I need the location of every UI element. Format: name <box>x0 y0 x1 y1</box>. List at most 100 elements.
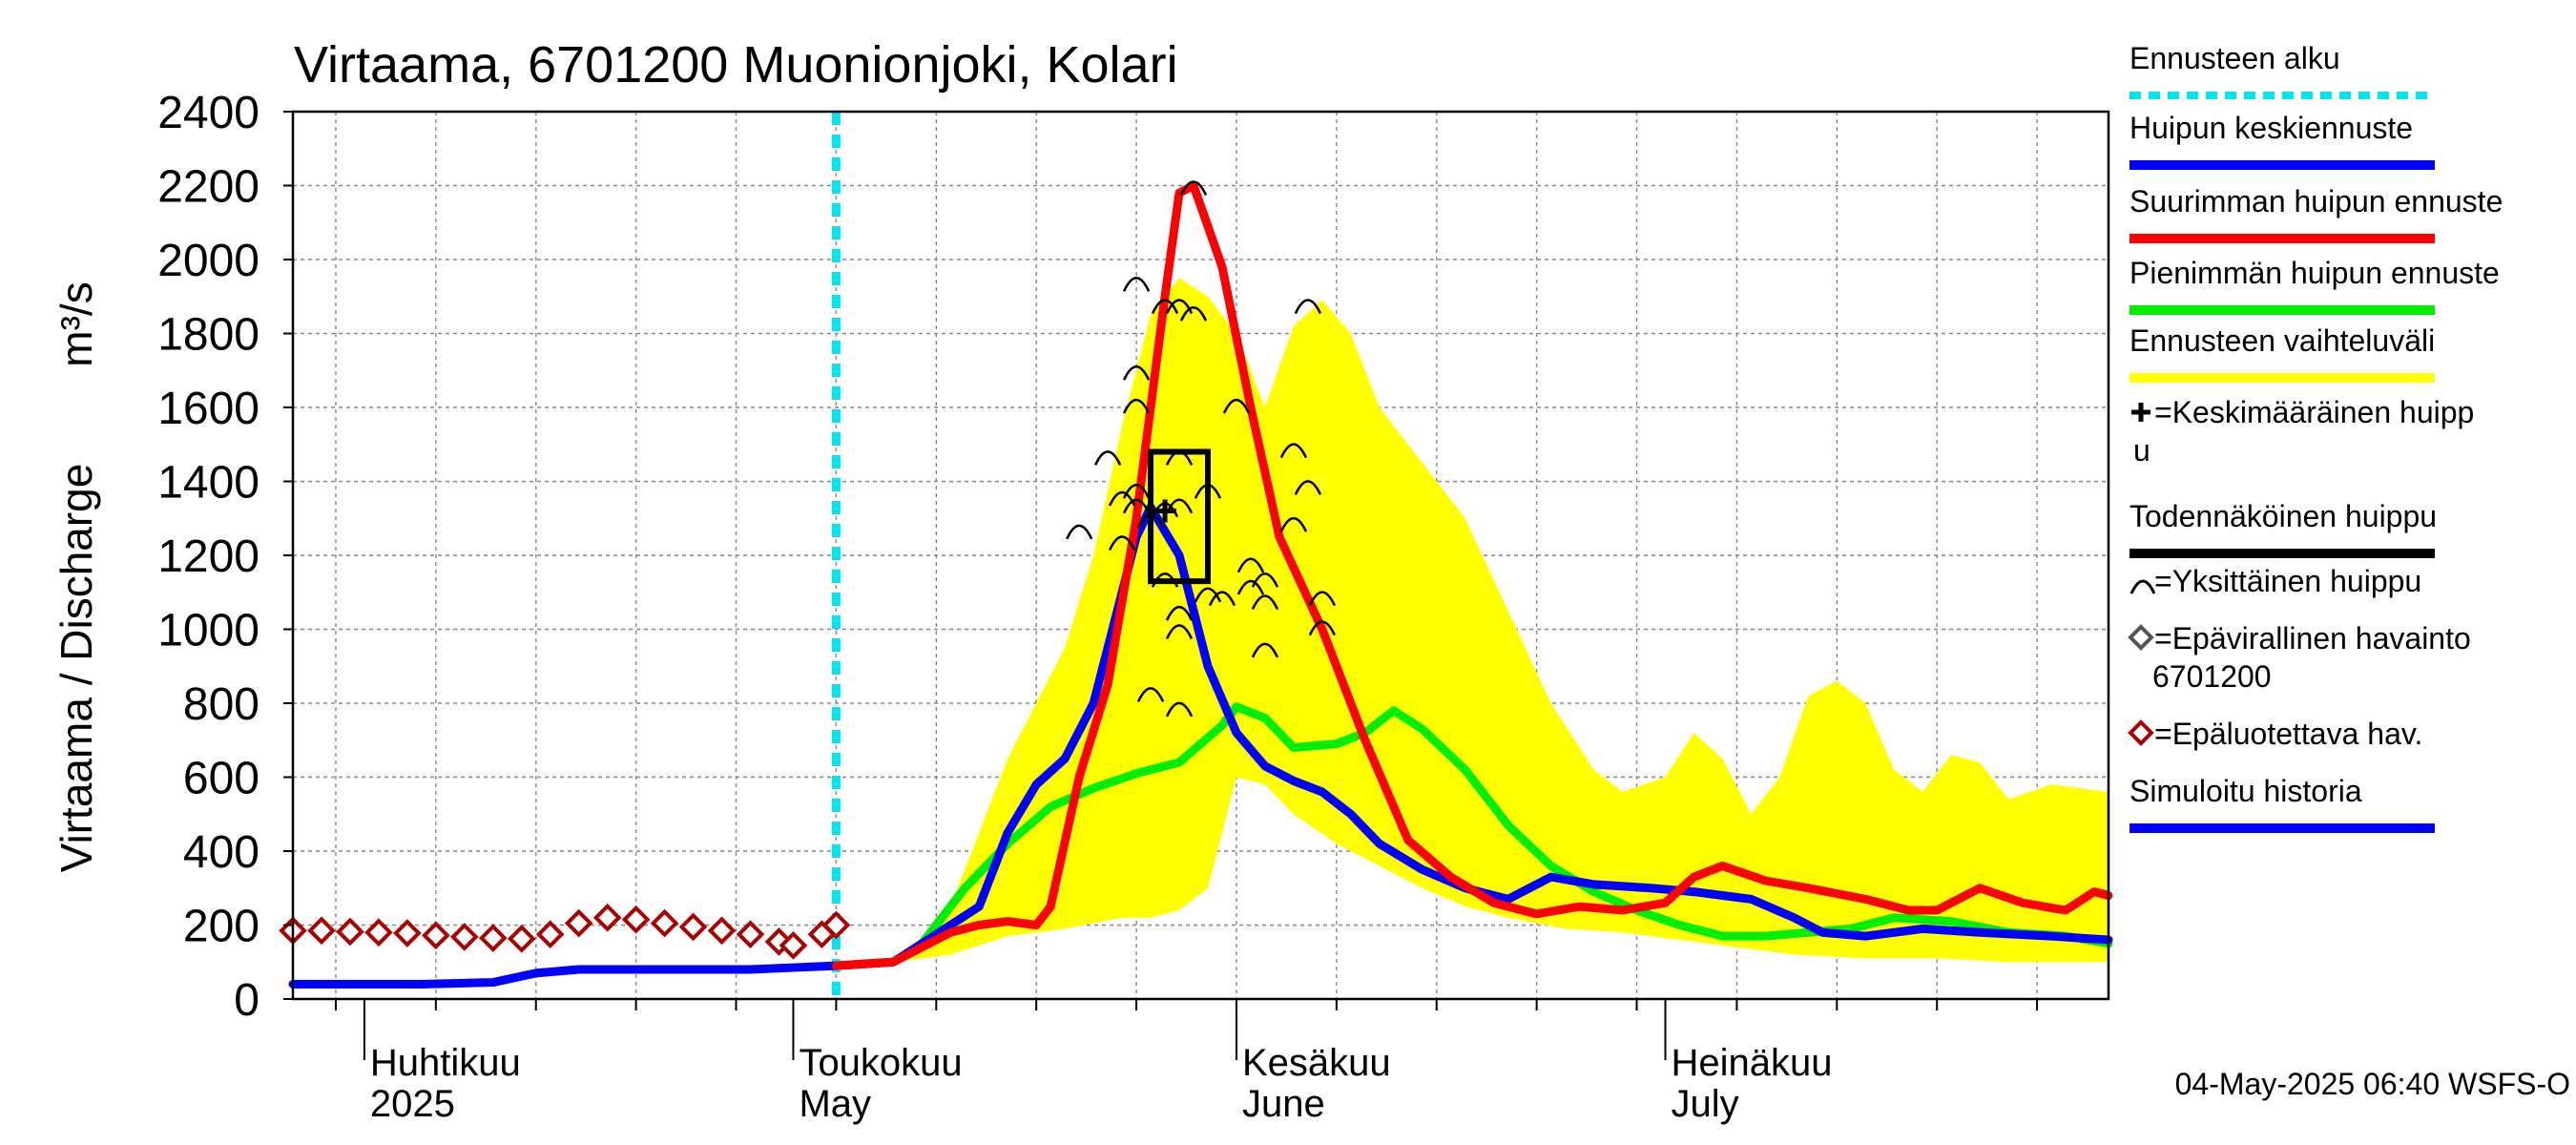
unreliable-observation <box>650 908 679 938</box>
y-tick-label: 800 <box>183 679 260 730</box>
legend-item-2: Suurimman huipun ennuste <box>2129 184 2503 243</box>
y-tick-label: 1200 <box>157 531 260 582</box>
individual-peak-mark <box>1136 687 1165 702</box>
month-label: Huhtikuu <box>370 1042 521 1084</box>
legend-label: Pienimmän huipun ennuste <box>2129 256 2500 290</box>
individual-peak-mark <box>1122 398 1151 414</box>
legend-diamond-symbol <box>2128 624 2154 651</box>
individual-peak-mark <box>1222 398 1251 414</box>
month-label: Heinäkuu <box>1671 1042 1832 1084</box>
individual-peak-mark <box>1151 299 1179 315</box>
unreliable-observation <box>564 908 593 938</box>
unreliable-observation <box>307 916 336 946</box>
legend-plus-symbol <box>2131 403 2150 422</box>
individual-peak-mark <box>1122 498 1151 514</box>
individual-peak-mark <box>1108 535 1136 552</box>
mean-peak-forecast-line <box>831 503 2113 970</box>
individual-peak-mark <box>1251 642 1279 658</box>
individual-peak-mark <box>1236 579 1265 595</box>
legend-label: =Yksittäinen huippu <box>2154 564 2421 598</box>
unreliable-observation <box>478 924 508 952</box>
unreliable-observation <box>449 923 479 951</box>
observations <box>279 903 851 960</box>
month-label-secondary: May <box>799 1083 871 1125</box>
y-tick-label: 600 <box>183 754 260 804</box>
individual-peak-mark <box>1165 624 1194 640</box>
legend-item-0: Ennusteen alku <box>2129 41 2435 99</box>
timestamp: 04-May-2025 06:40 WSFS-O <box>2175 1067 2570 1101</box>
mean-peak-marker <box>1153 499 1177 523</box>
legend-label: =Epäluotettava hav. <box>2154 717 2422 751</box>
y-tick-label: 2200 <box>157 162 260 213</box>
legend-label: Simuloitu historia <box>2129 774 2362 808</box>
unreliable-observation <box>393 919 422 947</box>
legend-label: Ennusteen alku <box>2129 41 2340 75</box>
unreliable-observation <box>336 917 364 947</box>
legend-item-4: Ennusteen vaihteluväli <box>2129 323 2435 383</box>
y-tick-label: 2400 <box>157 88 260 138</box>
individual-peak-mark <box>1194 587 1222 603</box>
peak-markers <box>1065 180 1337 718</box>
y-tick-label: 200 <box>183 902 260 952</box>
individual-peak-mark <box>1251 572 1279 588</box>
unreliable-observation <box>678 912 708 942</box>
legend: Ennusteen alku Huipun keskiennuste Suurimm… <box>2128 41 2503 833</box>
unreliable-observation <box>507 925 536 953</box>
individual-peak-mark <box>1279 443 1308 459</box>
y-tick-label: 400 <box>183 827 260 878</box>
month-label-secondary: 2025 <box>370 1083 455 1125</box>
y-tick-label: 1400 <box>157 458 260 509</box>
individual-peak-mark <box>1093 450 1122 466</box>
legend-arc-symbol <box>2129 579 2156 594</box>
individual-peak-mark <box>1308 620 1337 636</box>
max-peak-forecast-line <box>831 181 2113 970</box>
legend-diamond-symbol <box>2128 719 2154 746</box>
legend-item-6: Todennäköinen huippu <box>2129 499 2437 558</box>
simulated-history-line <box>288 961 841 989</box>
individual-peak-mark <box>1236 557 1265 573</box>
legend-label-line2: u <box>2133 433 2150 468</box>
individual-peak-mark <box>1179 305 1208 322</box>
probable-peak-box <box>1148 448 1211 585</box>
y-axis-unit: m³/s <box>52 281 101 366</box>
individual-peak-mark <box>1122 364 1151 381</box>
individual-peak-mark <box>1165 605 1194 621</box>
legend-item-10: Simuloitu historia <box>2129 774 2435 833</box>
unreliable-observation <box>821 910 851 940</box>
unreliable-observation <box>592 903 622 932</box>
y-axis-label: Virtaama / Discharge <box>52 464 101 873</box>
individual-peak-mark <box>1251 594 1279 611</box>
legend-item-1: Huipun keskiennuste <box>2129 111 2435 170</box>
legend-label: =Epävirallinen havainto <box>2154 621 2471 656</box>
y-tick-label: 2000 <box>157 236 260 286</box>
legend-label: =Keskimääräinen huipp <box>2154 395 2474 429</box>
y-tick-label: 1800 <box>157 310 260 361</box>
individual-peak-mark <box>1122 276 1151 292</box>
individual-peak-mark <box>1294 299 1322 315</box>
legend-label: Huipun keskiennuste <box>2129 111 2413 145</box>
y-tick-label: 0 <box>234 975 260 1026</box>
legend-item-3: Pienimmän huipun ennuste <box>2129 256 2500 315</box>
individual-peak-mark <box>1065 524 1093 540</box>
unreliable-observation <box>621 905 651 934</box>
unreliable-observation <box>779 930 808 960</box>
y-tick-label: 1600 <box>157 384 260 434</box>
y-tick-label: 1000 <box>157 606 260 656</box>
individual-peak-mark <box>1179 180 1208 197</box>
individual-peak-mark <box>1208 591 1236 607</box>
chart-title: Virtaama, 6701200 Muonionjoki, Kolari <box>294 36 1178 94</box>
legend-item-7: =Yksittäinen huippu <box>2129 564 2421 598</box>
month-label: Toukokuu <box>799 1042 962 1084</box>
legend-label: Todennäköinen huippu <box>2129 499 2437 533</box>
month-label-secondary: July <box>1671 1083 1738 1125</box>
unreliable-observation <box>422 921 450 950</box>
legend-label-line2: 6701200 <box>2152 659 2272 694</box>
legend-label: Ennusteen vaihteluväli <box>2129 323 2435 358</box>
individual-peak-mark <box>1279 516 1308 532</box>
individual-peak-mark <box>1308 591 1337 607</box>
legend-item-5: =Keskimääräinen huippu <box>2131 395 2474 468</box>
unreliable-observation <box>707 916 737 946</box>
